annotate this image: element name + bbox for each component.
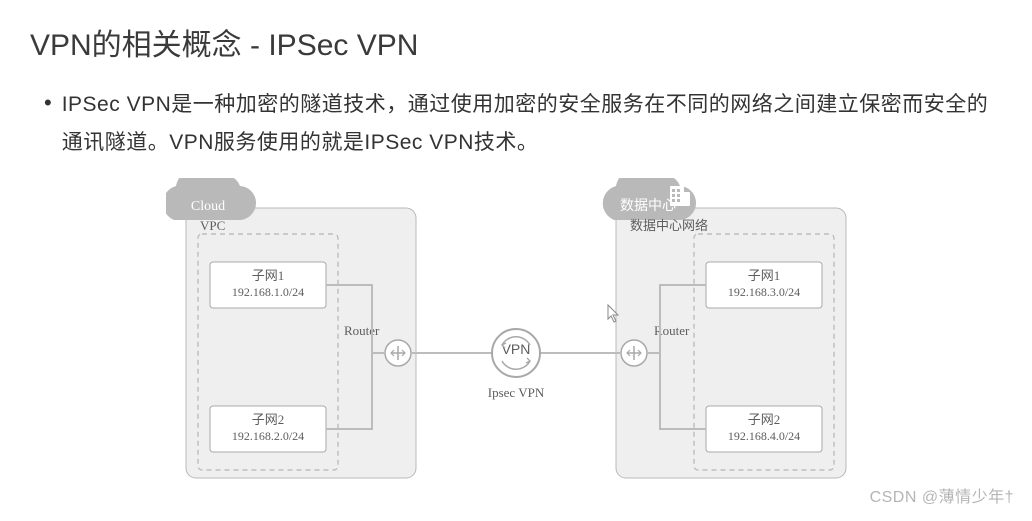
svg-text:Ipsec VPN: Ipsec VPN [488,385,545,400]
svg-text:数据中心网络: 数据中心网络 [630,218,708,233]
svg-text:Router: Router [344,323,380,338]
page-title: VPN的相关概念 - IPSec VPN [0,0,1032,64]
svg-text:192.168.3.0/24: 192.168.3.0/24 [728,285,800,299]
svg-text:子网2: 子网2 [748,412,781,427]
bullet-text: IPSec VPN是一种加密的隧道技术，通过使用加密的安全服务在不同的网络之间建… [62,86,992,162]
svg-text:192.168.2.0/24: 192.168.2.0/24 [232,429,304,443]
svg-text:数据中心: 数据中心 [620,198,676,214]
bullet-item: • IPSec VPN是一种加密的隧道技术，通过使用加密的安全服务在不同的网络之… [0,64,1032,162]
svg-text:子网2: 子网2 [252,412,285,427]
svg-text:子网1: 子网1 [252,268,285,283]
svg-text:192.168.4.0/24: 192.168.4.0/24 [728,429,800,443]
ipsec-vpn-diagram: Cloud VPC 子网1 192.168.1.0/24 子网2 192.168.2.0/… [0,178,1032,508]
svg-text:子网1: 子网1 [748,268,781,283]
bullet-marker: • [44,86,52,162]
svg-text:VPC: VPC [200,218,225,233]
diagram-svg: Cloud VPC 子网1 192.168.1.0/24 子网2 192.168.2.0/… [166,178,866,508]
svg-text:Cloud: Cloud [191,199,225,214]
watermark: CSDN @薄情少年† [870,483,1014,507]
svg-text:192.168.1.0/24: 192.168.1.0/24 [232,285,304,299]
